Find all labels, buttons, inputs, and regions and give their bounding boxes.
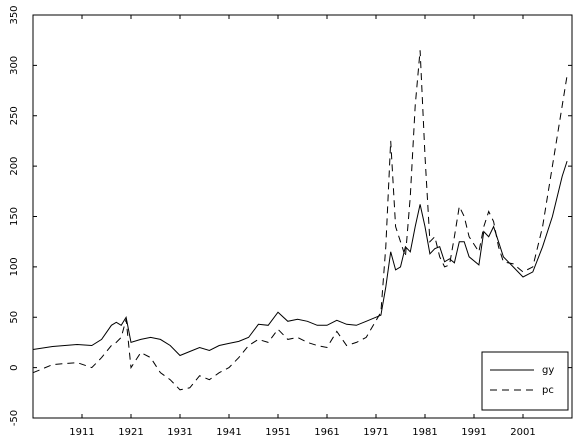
y-tick-label: 50	[9, 311, 20, 324]
y-tick-label: 100	[9, 257, 20, 276]
y-tick-label: 200	[9, 157, 20, 176]
y-tick-label: 250	[9, 106, 20, 125]
x-tick-label: 1911	[69, 427, 94, 438]
x-tick-label: 1971	[363, 427, 388, 438]
y-tick-label: 0	[9, 364, 20, 370]
y-tick-label: 300	[9, 56, 20, 75]
legend-label: pc	[542, 385, 554, 396]
x-tick-label: 2001	[510, 427, 535, 438]
y-tick-label: -50	[9, 410, 20, 426]
line-series	[32, 50, 568, 391]
line-series	[32, 160, 568, 357]
x-tick-label: 1921	[118, 427, 143, 438]
x-tick-label: 1981	[412, 427, 437, 438]
legend-box	[481, 351, 569, 411]
x-tick-label: 1991	[461, 427, 486, 438]
y-tick-label: 350	[9, 5, 20, 24]
x-tick-label: 1941	[216, 427, 241, 438]
x-tick-label: 1931	[167, 427, 192, 438]
x-tick-label: 1961	[314, 427, 339, 438]
legend-label: gy	[542, 365, 554, 376]
y-tick-label: 150	[9, 207, 20, 226]
x-tick-label: 1951	[265, 427, 290, 438]
